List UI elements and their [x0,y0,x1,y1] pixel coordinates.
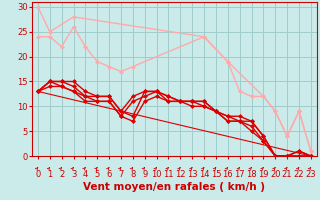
X-axis label: Vent moyen/en rafales ( km/h ): Vent moyen/en rafales ( km/h ) [84,182,265,192]
